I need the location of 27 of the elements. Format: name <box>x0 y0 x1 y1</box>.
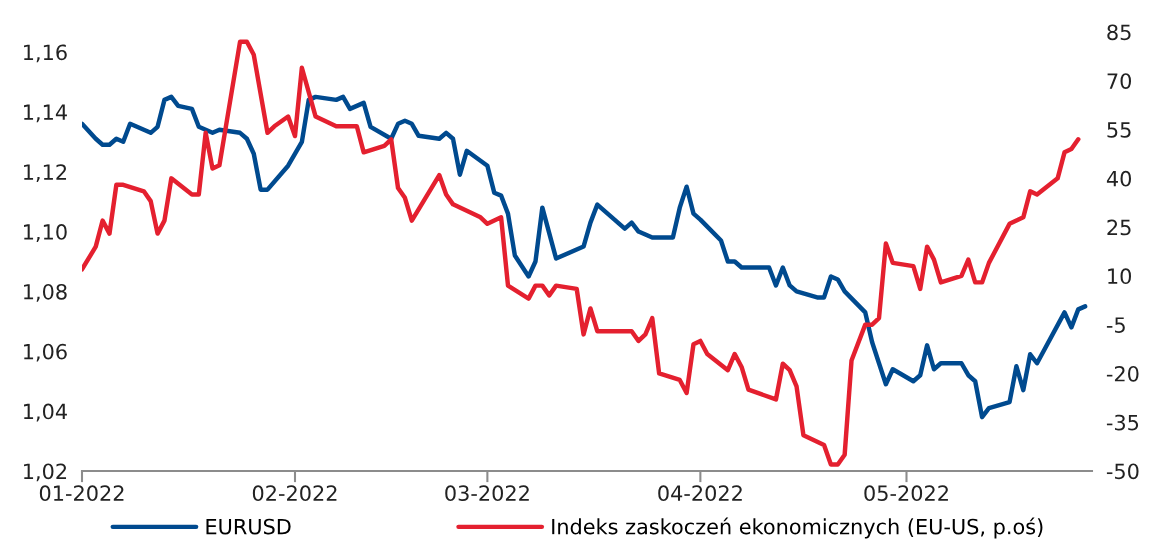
x-tick-label: 04-2022 <box>658 485 742 502</box>
y2-tick-label: 40 <box>1106 170 1132 187</box>
y-tick-label: 1,16 <box>24 44 67 63</box>
legend-label: Indeks zaskoczeń ekonomicznych (EU-US, p.oś) <box>552 517 1043 539</box>
y2-tick-label: -5 <box>1106 317 1125 333</box>
line-series <box>82 39 1081 467</box>
y2-tick-label: -35 <box>1106 414 1139 431</box>
y2-tick-label: -20 <box>1106 365 1139 382</box>
y2-tick-label: 70 <box>1107 73 1132 89</box>
y-tick-label: 1,02 <box>24 463 67 482</box>
x-tick-label: 05-2022 <box>864 485 948 502</box>
y2-tick-label: 55 <box>1107 122 1131 138</box>
y2-tick-label: -50 <box>1106 463 1139 480</box>
y-tick-label: 1,08 <box>24 283 67 302</box>
x-tick-label: 01-2022 <box>39 485 124 502</box>
line-series <box>82 94 1088 420</box>
y-tick-label: 1,12 <box>24 164 67 183</box>
y-tick-label: 1,10 <box>24 224 67 242</box>
y2-tick-label: 10 <box>1108 268 1132 285</box>
legend-label: EURUSD <box>206 518 291 535</box>
y-tick-label: 1,04 <box>24 403 67 422</box>
x-tick-label: 03-2022 <box>445 485 529 502</box>
y-tick-label: 1,06 <box>24 343 67 362</box>
y2-tick-label: 25 <box>1107 219 1131 236</box>
y2-tick-label: 85 <box>1107 24 1131 41</box>
x-tick-label: 02-2022 <box>252 485 337 502</box>
y-tick-label: 1,14 <box>24 104 67 123</box>
